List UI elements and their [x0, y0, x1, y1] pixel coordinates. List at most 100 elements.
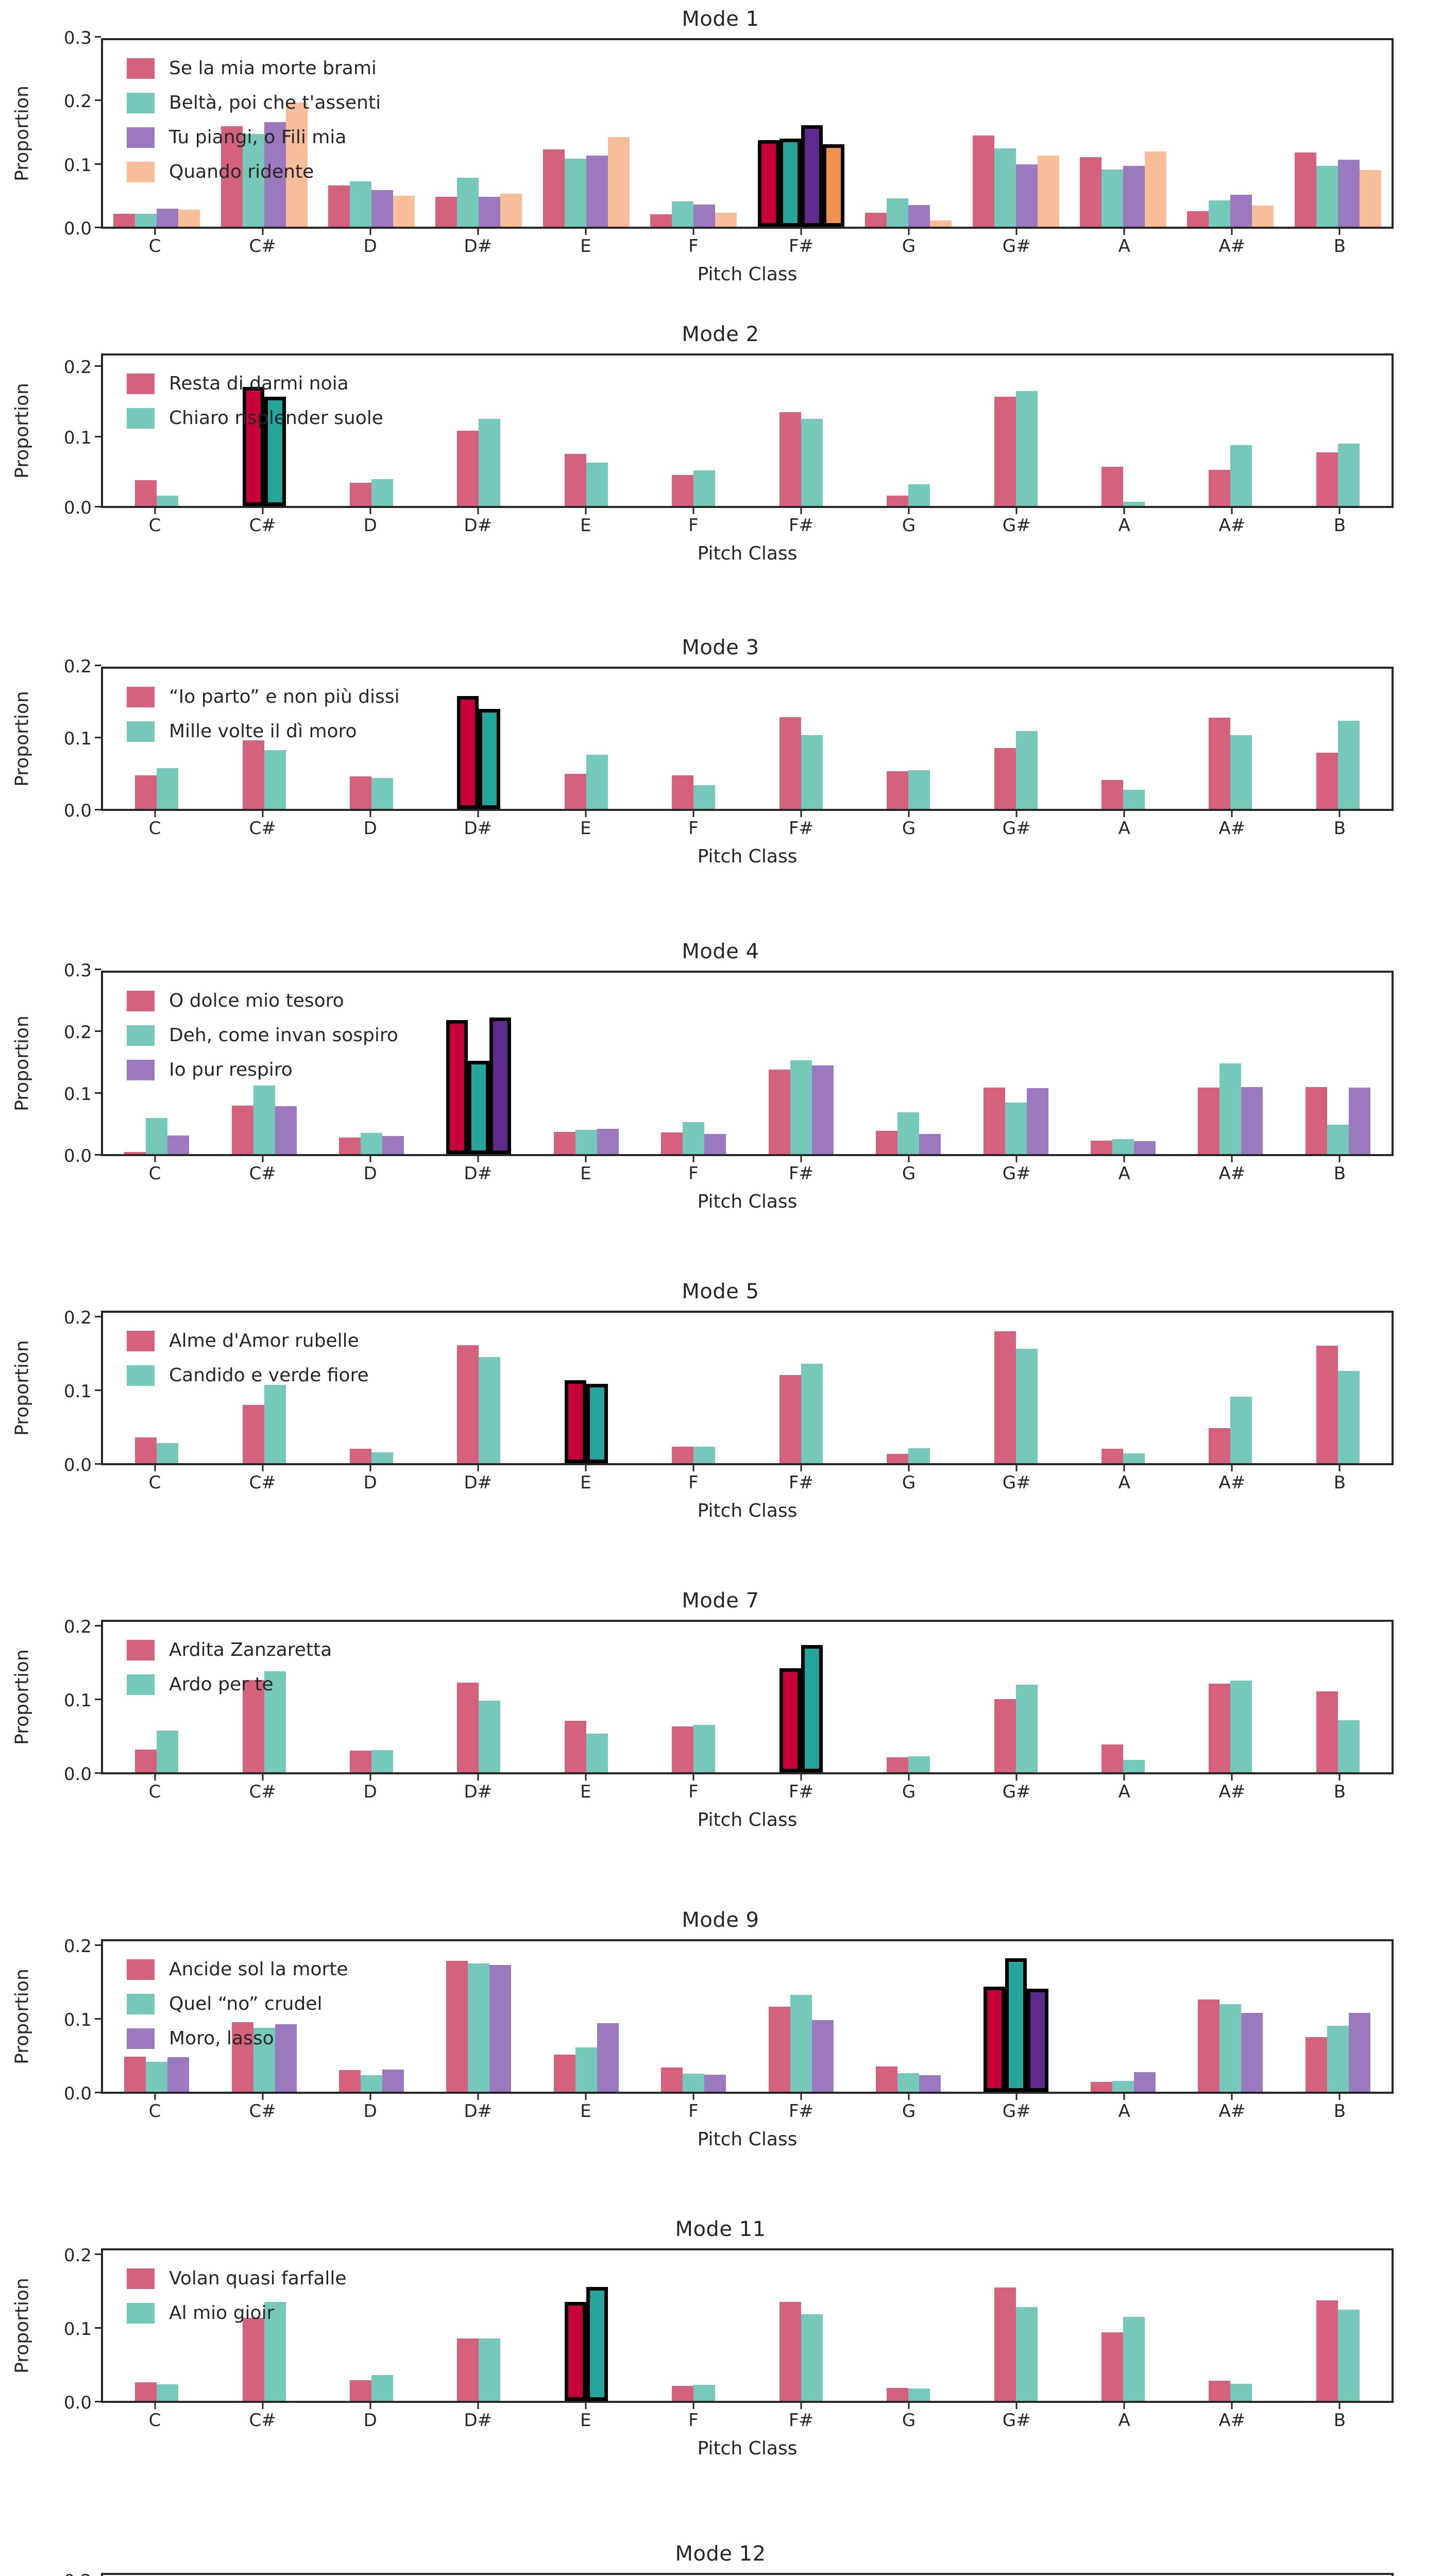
bar[interactable]	[779, 412, 801, 506]
legend-item[interactable]: Resta di darmi noia	[127, 373, 383, 394]
bar[interactable]	[801, 735, 823, 809]
bar[interactable]	[1101, 2332, 1123, 2401]
bar[interactable]	[242, 1680, 264, 1772]
bar[interactable]	[887, 1757, 909, 1772]
bar[interactable]	[1337, 1720, 1360, 1772]
bar[interactable]	[382, 1136, 404, 1154]
bar[interactable]	[264, 1385, 286, 1463]
bar[interactable]	[1123, 502, 1145, 506]
bar[interactable]	[1026, 1088, 1048, 1154]
bar[interactable]	[1198, 1999, 1220, 2092]
bar[interactable]	[1230, 195, 1252, 227]
bar[interactable]	[586, 1733, 608, 1772]
bar[interactable]	[1209, 1428, 1231, 1463]
legend-item[interactable]: Alme d'Amor rubelle	[127, 1330, 369, 1351]
bar[interactable]	[897, 1112, 920, 1154]
bar[interactable]	[231, 2022, 253, 2092]
bar[interactable]	[1123, 1760, 1145, 1772]
bar[interactable]	[586, 755, 608, 809]
bar[interactable]	[146, 1117, 168, 1154]
bar[interactable]	[253, 1086, 275, 1154]
bar[interactable]	[1005, 1958, 1027, 2092]
bar[interactable]	[393, 195, 415, 227]
bar[interactable]	[1209, 2381, 1231, 2401]
bar[interactable]	[479, 419, 501, 506]
bar[interactable]	[157, 768, 179, 809]
bar[interactable]	[790, 1060, 812, 1154]
bar[interactable]	[1337, 2310, 1360, 2401]
bar[interactable]	[361, 1132, 383, 1154]
bar[interactable]	[672, 775, 694, 809]
bar[interactable]	[479, 1700, 501, 1772]
bar[interactable]	[135, 1749, 157, 1772]
bar[interactable]	[157, 496, 179, 506]
bar[interactable]	[693, 785, 716, 809]
bar[interactable]	[575, 2047, 597, 2092]
bar[interactable]	[897, 2073, 920, 2092]
bar[interactable]	[908, 484, 930, 506]
bar[interactable]	[371, 1452, 394, 1463]
bar[interactable]	[242, 1405, 264, 1463]
bar[interactable]	[586, 463, 608, 506]
bar[interactable]	[564, 1380, 586, 1463]
bar[interactable]	[1209, 718, 1231, 809]
bar[interactable]	[1101, 1744, 1123, 1772]
bar[interactable]	[779, 138, 801, 227]
bar[interactable]	[1230, 735, 1252, 809]
bar[interactable]	[1316, 165, 1338, 227]
bar[interactable]	[135, 775, 157, 809]
bar[interactable]	[1252, 205, 1274, 227]
bar[interactable]	[242, 134, 264, 227]
legend-item[interactable]: Quando ridente	[127, 161, 381, 182]
bar[interactable]	[1101, 1449, 1123, 1463]
bar[interactable]	[350, 1449, 372, 1463]
legend-item[interactable]: Chiaro risplender suole	[127, 408, 383, 429]
bar[interactable]	[693, 1725, 716, 1772]
bar[interactable]	[350, 1751, 372, 1772]
legend-item[interactable]: Mille volte il dì moro	[127, 721, 400, 742]
bar[interactable]	[1327, 2026, 1349, 2092]
bar[interactable]	[124, 1152, 146, 1154]
bar[interactable]	[908, 770, 930, 809]
bar[interactable]	[350, 482, 372, 506]
bar[interactable]	[242, 740, 264, 809]
bar[interactable]	[908, 1756, 930, 1772]
bar[interactable]	[564, 1720, 586, 1772]
bar[interactable]	[1316, 452, 1338, 506]
bar[interactable]	[339, 2070, 361, 2092]
bar[interactable]	[468, 1061, 490, 1154]
bar[interactable]	[468, 1963, 490, 2092]
bar[interactable]	[242, 2317, 264, 2401]
bar[interactable]	[135, 480, 157, 506]
bar[interactable]	[983, 1986, 1005, 2092]
bar[interactable]	[564, 774, 586, 809]
bar[interactable]	[693, 204, 716, 227]
bar[interactable]	[371, 1750, 394, 1772]
bar[interactable]	[811, 1065, 834, 1154]
bar[interactable]	[779, 717, 801, 809]
bar[interactable]	[1091, 1141, 1112, 1154]
bar[interactable]	[801, 125, 823, 227]
bar[interactable]	[1337, 1370, 1360, 1463]
bar[interactable]	[768, 1069, 790, 1154]
bar[interactable]	[1123, 165, 1145, 227]
bar[interactable]	[1015, 391, 1038, 506]
bar[interactable]	[586, 156, 608, 227]
bar[interactable]	[972, 135, 994, 227]
legend-item[interactable]: Quel “no” crudel	[127, 1993, 348, 2014]
bar[interactable]	[715, 213, 737, 227]
bar[interactable]	[575, 1130, 597, 1154]
bar[interactable]	[801, 1363, 823, 1463]
bar[interactable]	[1134, 2072, 1156, 2092]
bar[interactable]	[919, 1134, 941, 1154]
bar[interactable]	[693, 1447, 716, 1463]
bar[interactable]	[553, 1131, 575, 1154]
bar[interactable]	[479, 1357, 501, 1463]
legend-item[interactable]: Candido e verde fiore	[127, 1365, 369, 1386]
bar[interactable]	[1294, 152, 1316, 227]
bar[interactable]	[1187, 211, 1209, 227]
legend-item[interactable]: Ardita Zanzaretta	[127, 1639, 332, 1660]
bar[interactable]	[801, 2314, 823, 2401]
bar[interactable]	[231, 1106, 253, 1154]
legend-item[interactable]: Io pur respiro	[127, 1059, 398, 1080]
